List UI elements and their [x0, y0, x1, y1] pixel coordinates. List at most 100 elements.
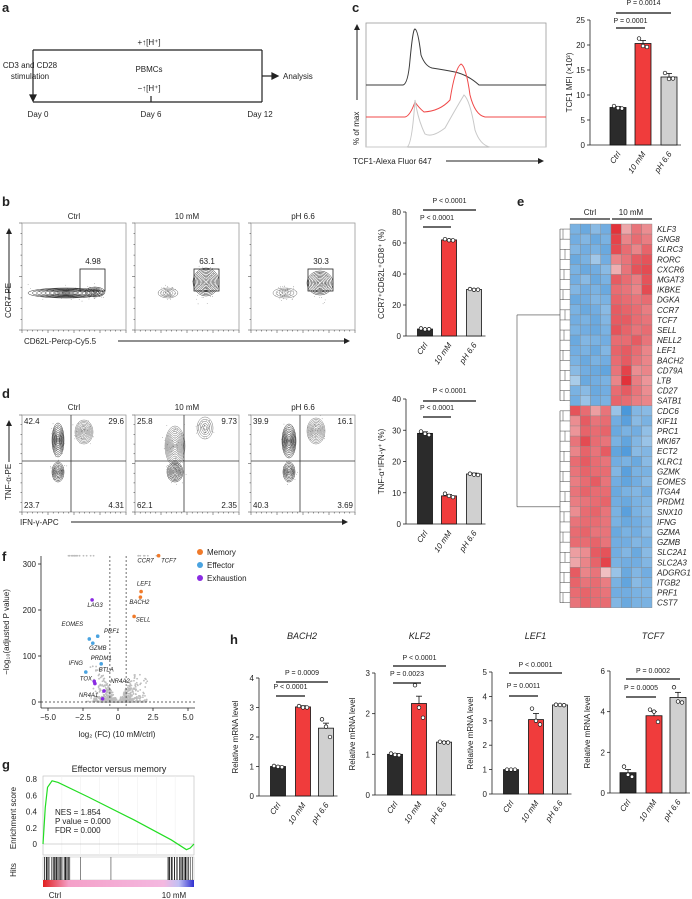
- heatmap-cell: [569, 415, 581, 427]
- event-dot: [316, 281, 318, 283]
- contour-line: [172, 469, 178, 475]
- heatmap-cell: [621, 506, 632, 518]
- flow-plots-d: Ctrl 42.4 29.6 23.7 4.31 10 mM 25.8 9.73 62.1 2.3…: [4, 403, 356, 527]
- event-dot: [172, 287, 174, 288]
- heatmap-cell: [631, 375, 642, 386]
- group-label: Ctrl: [584, 208, 597, 217]
- event-dot: [199, 289, 201, 291]
- y-tick-label: 0: [483, 790, 488, 799]
- heatmap-cell: [641, 547, 653, 558]
- heatmap-cell: [631, 486, 642, 497]
- data-point: [327, 734, 333, 740]
- gene-label: ADGRG1: [656, 568, 691, 577]
- data-point: [437, 739, 443, 744]
- volcano-point: [133, 677, 136, 679]
- data-point: [450, 238, 456, 243]
- volcano-point: [123, 693, 126, 696]
- data-point: [625, 772, 631, 777]
- event-dot: [204, 428, 205, 430]
- heatmap-cell: [621, 324, 632, 336]
- heatmap-cell: [641, 456, 653, 467]
- flow-plot-frame: [250, 414, 356, 513]
- contour-line: [162, 290, 174, 296]
- data-point: [671, 685, 677, 690]
- contour-line: [173, 443, 177, 449]
- volcano-point: [129, 698, 132, 700]
- event-dot: [288, 471, 289, 473]
- event-dot: [181, 462, 183, 463]
- gene-label: RORC: [657, 255, 681, 264]
- heatmap-cell: [590, 294, 601, 306]
- gene-label: SNX10: [657, 508, 683, 517]
- event-dot: [89, 296, 90, 298]
- heatmap-cell: [641, 415, 653, 427]
- contour-line: [84, 286, 106, 298]
- bar: [552, 704, 568, 795]
- event-dot: [167, 298, 168, 300]
- heatmap-cell: [610, 557, 622, 568]
- heatmap-cell: [641, 385, 653, 396]
- pbmc-label: PBMCs: [135, 65, 162, 74]
- contour-line: [172, 442, 178, 450]
- event-dot: [291, 291, 292, 293]
- y-tick-label: 4: [601, 708, 606, 717]
- day-label: Day 6: [141, 110, 162, 119]
- heatmap-cell: [600, 324, 612, 336]
- category-label: pH 6.6: [661, 798, 683, 824]
- heatmap-cell: [631, 435, 642, 447]
- data-point: [675, 699, 681, 704]
- volcano-point: [138, 695, 141, 697]
- heatmap-cell: [569, 223, 581, 235]
- event-dot: [282, 291, 283, 292]
- heatmap-cell: [569, 284, 581, 295]
- data-point: [629, 774, 635, 779]
- event-dot: [83, 436, 84, 437]
- volcano-point: [89, 666, 92, 669]
- bar: [503, 769, 519, 795]
- heatmap-cell: [600, 254, 612, 265]
- ranked-list-bar: [43, 880, 194, 887]
- heatmap-cell: [580, 355, 591, 366]
- panel-label-e: e: [517, 194, 524, 209]
- p-value-label: P = 0.0009: [285, 670, 319, 677]
- event-dot: [321, 297, 322, 298]
- contour-line: [307, 419, 325, 443]
- heatmap-cell: [600, 385, 612, 396]
- event-dot: [283, 423, 285, 425]
- contour-line: [86, 287, 104, 297]
- gsea-statistic: FDR = 0.000: [55, 826, 101, 835]
- event-dot: [293, 286, 295, 287]
- event-dot: [173, 430, 175, 432]
- heatmap-cell: [569, 294, 581, 306]
- y-tick-label: 3: [483, 717, 488, 726]
- volcano-point: [126, 696, 129, 698]
- y-tick-label: 2: [366, 710, 371, 719]
- y-tick-label: 0: [250, 792, 255, 801]
- event-dot: [165, 466, 167, 468]
- contour-line: [80, 427, 88, 437]
- y-tick-label: 200: [23, 606, 37, 615]
- event-dot: [78, 422, 79, 424]
- contour-line: [171, 438, 179, 454]
- event-dot: [202, 420, 204, 422]
- heatmap-cell: [580, 405, 591, 417]
- y-tick-label: 20: [392, 301, 401, 310]
- heatmap-cell: [621, 233, 632, 245]
- gene-annotation: PRF1: [104, 629, 119, 635]
- p-value-label: P = 0.0011: [507, 683, 541, 690]
- contour-line: [198, 418, 212, 438]
- heatmap-cell: [569, 314, 581, 326]
- data-point: [445, 740, 451, 745]
- heatmap-cell: [610, 375, 622, 386]
- heatmap-cell: [600, 334, 612, 346]
- gene-label: ECT2: [657, 447, 678, 456]
- data-point: [666, 76, 672, 82]
- volcano-point: [90, 697, 93, 699]
- volcano-point: [105, 699, 107, 702]
- volcano-point: [98, 669, 101, 672]
- heatmap-cell: [600, 476, 612, 487]
- event-dot: [197, 424, 199, 426]
- event-dot: [175, 477, 176, 478]
- highlighted-gene-point: [87, 637, 92, 641]
- event-dot: [209, 285, 211, 287]
